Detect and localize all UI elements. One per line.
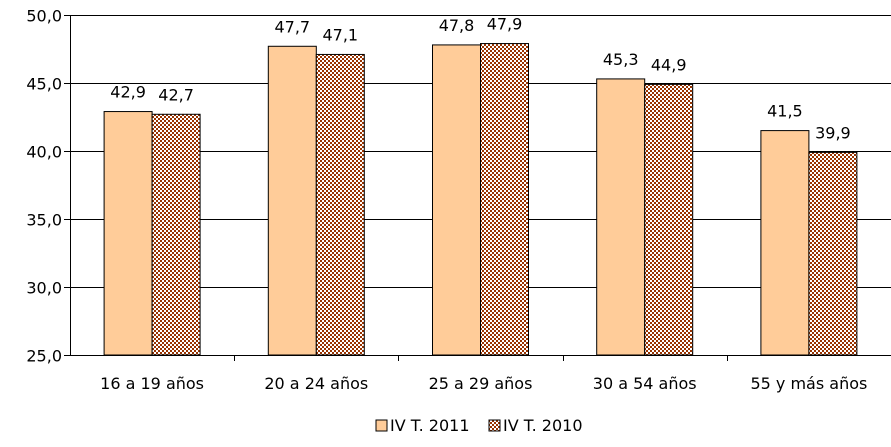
legend-label: IV T. 2010 xyxy=(503,416,583,435)
bars xyxy=(103,43,858,356)
legend: IV T. 2011 IV T. 2010 xyxy=(375,416,583,435)
data-label: 42,9 xyxy=(110,83,146,102)
bar-iv-t-2010 xyxy=(808,151,858,356)
data-label: 44,9 xyxy=(651,55,687,74)
category-label: 20 a 24 años xyxy=(264,374,368,393)
data-label: 47,8 xyxy=(439,16,475,35)
y-tick-label: 35,0 xyxy=(26,211,62,230)
data-label: 41,5 xyxy=(767,102,803,121)
data-label: 47,9 xyxy=(487,15,523,34)
bar-iv-t-2010 xyxy=(480,43,529,356)
y-tick-label: 30,0 xyxy=(26,279,62,298)
legend-swatch xyxy=(375,419,388,432)
data-label: 47,1 xyxy=(322,25,358,44)
y-tick-label: 50,0 xyxy=(26,7,62,26)
bar-iv-t-2011 xyxy=(596,78,646,356)
bar-iv-t-2011 xyxy=(760,130,810,356)
labels: 50,0 45,0 40,0 35,0 30,0 25,0 42,9 42,7 16 a 19 … xyxy=(26,7,867,394)
bar-iv-t-2010 xyxy=(151,113,201,356)
bar-iv-t-2011 xyxy=(267,45,317,356)
data-label: 47,7 xyxy=(274,17,310,36)
legend-label: IV T. 2011 xyxy=(390,416,470,435)
bar-iv-t-2011 xyxy=(432,44,481,356)
y-tick-label: 45,0 xyxy=(26,75,62,94)
bar-iv-t-2010 xyxy=(644,83,694,356)
bar-iv-t-2010 xyxy=(315,53,365,356)
data-label: 39,9 xyxy=(815,123,851,142)
y-tick-label: 40,0 xyxy=(26,143,62,162)
data-label: 45,3 xyxy=(603,50,639,69)
y-tick-label: 25,0 xyxy=(26,347,62,366)
bar-iv-t-2011 xyxy=(103,111,153,356)
category-label: 25 a 29 años xyxy=(429,374,533,393)
data-label: 42,7 xyxy=(158,85,194,104)
legend-swatch xyxy=(488,419,501,432)
category-label: 55 y más años xyxy=(750,374,867,393)
category-label: 16 a 19 años xyxy=(100,374,204,393)
category-label: 30 a 54 años xyxy=(593,374,697,393)
axes xyxy=(64,15,891,361)
